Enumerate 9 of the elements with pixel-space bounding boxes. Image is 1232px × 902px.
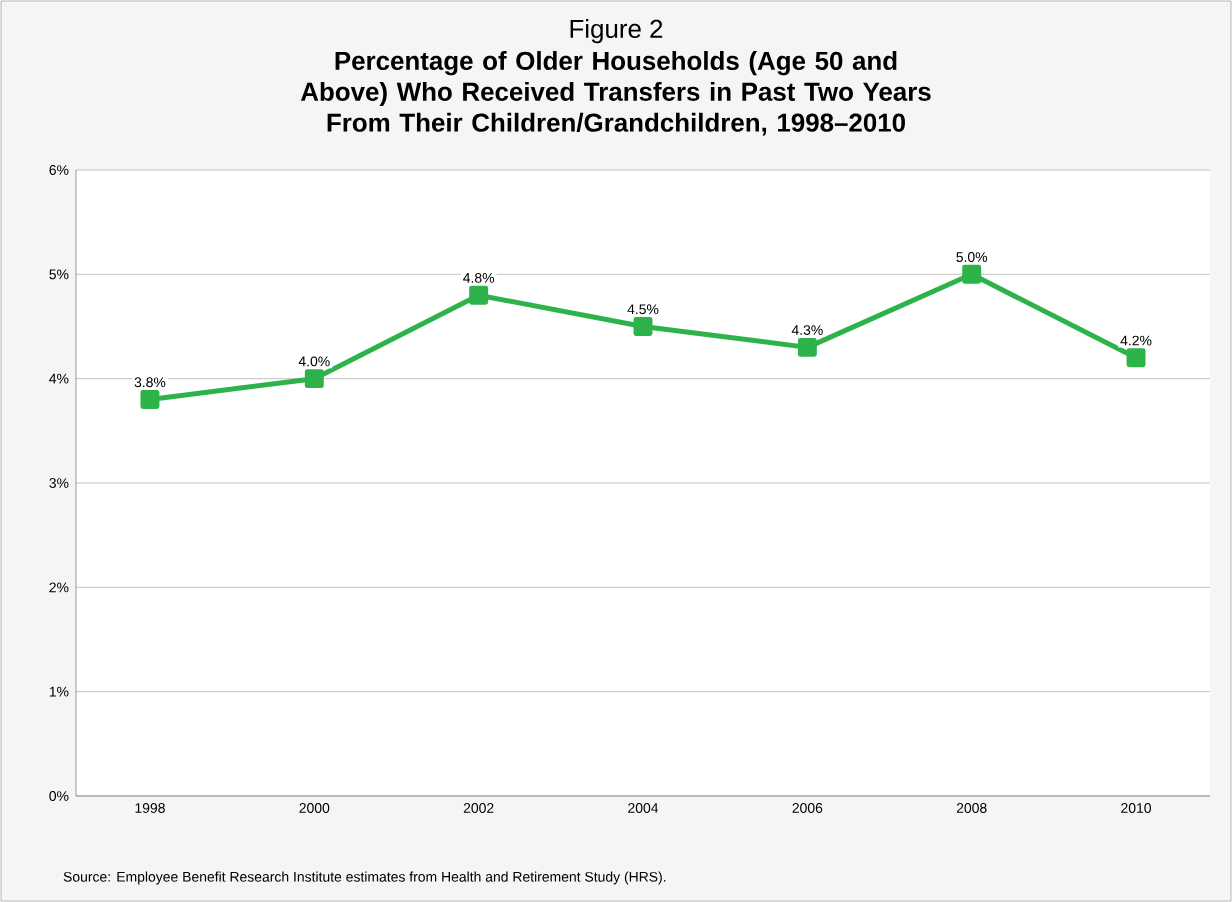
point: [1126, 348, 1146, 368]
point: [797, 337, 817, 357]
point: [633, 317, 653, 336]
point: [469, 285, 489, 305]
point: [304, 369, 324, 389]
point: [140, 390, 160, 409]
chart-subtitle: Percentage of Older Households (Age 50 and Above) Who Received Transfers in Past Two Years From Their Children/Grandchildren, 1998–2010: [300, 51, 931, 136]
point: [962, 264, 982, 284]
chart-title: Figure 2: [570, 19, 663, 44]
